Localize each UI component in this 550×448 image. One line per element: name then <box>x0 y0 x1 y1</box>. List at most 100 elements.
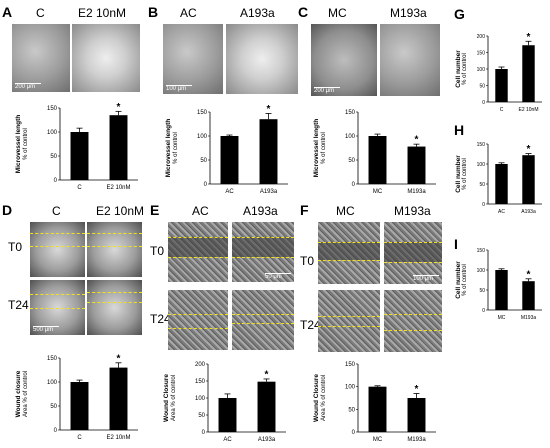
micrograph-a-control: 200 μm <box>12 24 70 92</box>
y-tick-label: 100 <box>477 268 486 274</box>
bar <box>220 136 239 184</box>
y-tick-label: 150 <box>47 356 58 362</box>
wound-image-d-e2-t0 <box>87 222 142 277</box>
y-tick-label: 0 <box>54 428 58 434</box>
y-tick-label: 150 <box>47 106 58 112</box>
scale-bar-d: 500 μm <box>33 326 59 333</box>
x-tick-label: MC <box>498 315 506 321</box>
x-tick-label: C <box>500 107 504 113</box>
row-label-f-t24: T24 <box>300 318 321 332</box>
x-tick-label: M193a <box>407 437 426 443</box>
x-tick-label: A193a <box>260 189 278 195</box>
panel-label-i: I <box>454 236 458 252</box>
y-axis-title: Wound Closure <box>163 374 170 422</box>
y-tick-label: 100 <box>477 162 486 168</box>
bar-chart-g: Cell number% of control 0 50 100 150 200 C * E2 … <box>455 32 542 113</box>
y-tick-label: 150 <box>345 110 356 116</box>
x-tick-label: M193a <box>407 189 426 195</box>
col-label-c2: M193a <box>390 6 427 20</box>
wound-image-f-mc-t24 <box>318 290 380 352</box>
y-tick-label: 50 <box>348 158 355 164</box>
significance-marker: * <box>415 135 419 146</box>
y-axis-subtitle: % of control <box>462 158 468 190</box>
bar-chart-c: Microvessel length% of control 0 50 100 150 M… <box>313 110 436 195</box>
micrograph-b-treated <box>226 24 298 94</box>
y-tick-label: 50 <box>50 404 57 410</box>
panel-label-h: H <box>454 122 465 138</box>
y-tick-label: 0 <box>482 100 485 106</box>
micrograph-a-treated <box>72 24 140 92</box>
y-tick-label: 150 <box>477 248 486 254</box>
y-tick-label: 150 <box>197 110 208 116</box>
y-tick-label: 150 <box>345 362 356 368</box>
panel-label-b: B <box>148 4 159 20</box>
bar-chart-d: Wound closure Area % of control 0 50 100 150 C… <box>15 353 138 441</box>
row-label-d-t24: T24 <box>8 298 29 312</box>
bar <box>522 281 535 310</box>
micrograph-c-treated <box>380 24 440 96</box>
bar-chart-a: Microvessel length% of control 0 50 100 150 C… <box>15 102 138 191</box>
row-label-d-t0: T0 <box>8 240 23 254</box>
y-axis-subtitle: % of control <box>321 132 327 164</box>
y-axis-subtitle: Area % of control <box>23 371 29 417</box>
y-axis-subtitle: % of control <box>23 128 29 160</box>
y-axis-title: Cell number <box>455 155 462 193</box>
bar <box>70 132 89 180</box>
bar <box>109 115 128 180</box>
y-tick-label: 0 <box>352 430 356 436</box>
y-tick-label: 50 <box>50 154 57 160</box>
x-tick-label: E2 10nM <box>106 435 130 441</box>
wound-image-e-a193a-t24 <box>232 290 294 350</box>
bar-chart-b: Microvessel length% of control 0 50 100 150 A… <box>165 104 288 195</box>
x-tick-label: M193a <box>521 315 537 321</box>
y-tick-label: 50 <box>348 407 355 413</box>
wound-image-d-e2-t24 <box>87 280 142 335</box>
micrograph-b-control: 100 μm <box>163 24 223 94</box>
scale-bar-a: 200 μm <box>15 83 41 90</box>
col-label-d2: E2 10nM <box>96 204 145 218</box>
x-tick-label: MC <box>373 189 383 195</box>
x-tick-label: AC <box>223 437 232 443</box>
y-tick-label: 100 <box>47 380 58 386</box>
y-tick-label: 50 <box>479 182 485 188</box>
y-tick-label: 150 <box>195 379 206 385</box>
y-tick-label: 100 <box>477 67 486 73</box>
x-tick-label: C <box>77 435 82 441</box>
significance-marker: * <box>267 104 271 115</box>
bar <box>368 386 387 432</box>
bar <box>368 136 387 184</box>
y-tick-label: 100 <box>197 134 208 140</box>
y-tick-label: 50 <box>198 413 205 419</box>
col-label-b1: AC <box>180 6 197 20</box>
x-tick-label: C <box>77 185 82 191</box>
bar <box>522 155 535 204</box>
x-tick-label: E2 10nM <box>106 185 130 191</box>
bar <box>495 164 508 204</box>
y-axis-title: Microvessel length <box>15 115 22 174</box>
col-label-e1: AC <box>192 204 209 218</box>
panel-label-d: D <box>2 202 13 218</box>
col-label-d1: C <box>52 204 61 218</box>
col-label-b2: A193a <box>240 6 275 20</box>
y-tick-label: 0 <box>204 182 208 188</box>
significance-marker: * <box>527 269 531 280</box>
y-tick-label: 50 <box>479 288 485 294</box>
col-label-f1: MC <box>336 204 355 218</box>
bar <box>218 398 237 432</box>
bar <box>70 382 89 430</box>
bar <box>109 367 128 430</box>
y-tick-label: 0 <box>202 430 206 436</box>
panel-label-c: C <box>298 4 309 20</box>
col-label-a1: C <box>36 6 45 20</box>
y-tick-label: 0 <box>352 182 356 188</box>
significance-marker: * <box>527 144 531 155</box>
y-axis-title: Cell number <box>455 50 462 88</box>
x-tick-label: A193a <box>258 437 276 443</box>
y-tick-label: 100 <box>345 385 356 391</box>
significance-marker: * <box>117 102 121 113</box>
col-label-a2: E2 10nM <box>78 6 127 20</box>
bar <box>495 69 508 102</box>
row-label-f-t0: T0 <box>300 254 315 268</box>
significance-marker: * <box>265 369 269 380</box>
bar-chart-h: Cell number% of control 0 50 100 150 AC * A193a <box>455 142 542 215</box>
